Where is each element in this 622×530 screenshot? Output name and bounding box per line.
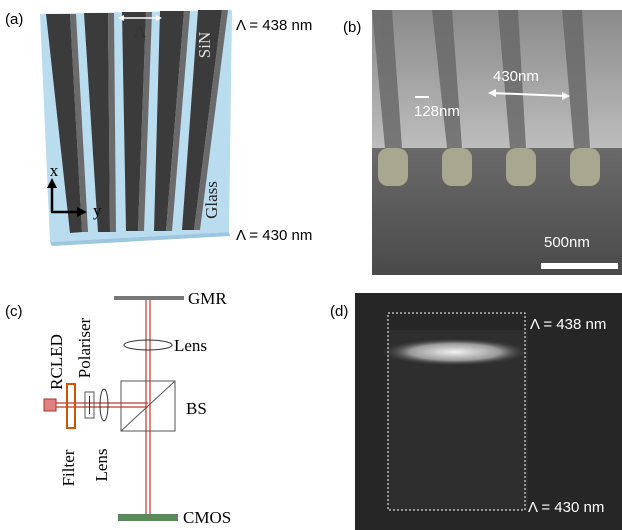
filter (67, 384, 75, 428)
width-annotation: 128nm (414, 103, 460, 120)
component-label: GMR (188, 289, 227, 308)
camera (118, 514, 178, 521)
component-label: RCLED (47, 334, 66, 390)
substrate-label: Glass (202, 181, 221, 219)
period-annotation: Λ = 430 nm (528, 499, 604, 516)
component-label: Lens (92, 448, 111, 481)
axis-label: y (93, 201, 102, 220)
material-label: SiN (195, 32, 214, 58)
period-annotation: Λ = 430 nm (236, 227, 312, 244)
gmr-sample (114, 296, 184, 300)
component-label: Polariser (75, 317, 94, 378)
beam-splitter-diagonal (121, 381, 175, 431)
lens (100, 389, 108, 421)
scale-bar (541, 263, 618, 269)
panel-label: (d) (330, 303, 348, 320)
panel-b: (b) 430nm 128nm 500nm (343, 10, 622, 275)
panel-a: (a) Λ SiN Glass x y Λ = 438 nm Λ = 430 n… (5, 10, 312, 246)
period-label: Λ (134, 22, 147, 41)
led (44, 399, 56, 411)
component-label: CMOS (183, 508, 231, 527)
period-annotation: 430nm (493, 68, 539, 85)
panel-c: (c) GMR Lens BS RCLED Polariser Filter L… (5, 289, 231, 527)
figure: (a) Λ SiN Glass x y Λ = 438 nm Λ = 430 n… (0, 0, 622, 530)
panel-label: (b) (343, 19, 361, 36)
panel-label: (c) (5, 303, 23, 320)
panel-label: (a) (5, 11, 23, 28)
panel-d: (d) Λ = 438 nm Λ = 430 nm (330, 293, 622, 530)
axis-label: x (50, 161, 59, 180)
period-annotation: Λ = 438 nm (236, 17, 312, 34)
component-label: Filter (59, 449, 78, 486)
lens (124, 340, 172, 350)
period-annotation: Λ = 438 nm (530, 316, 606, 333)
component-label: BS (186, 399, 207, 418)
resonance-band (380, 338, 530, 366)
component-label: Lens (174, 336, 207, 355)
scale-label: 500nm (544, 234, 590, 251)
